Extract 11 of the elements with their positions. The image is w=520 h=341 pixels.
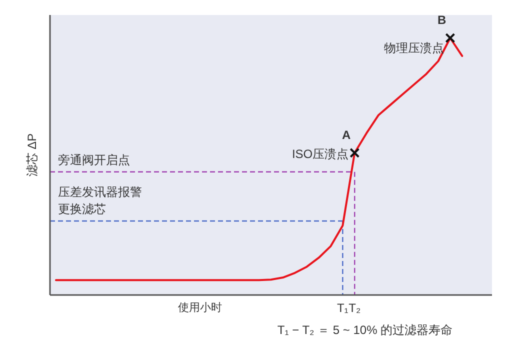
- x-tick-label: T₂: [348, 301, 361, 315]
- annotation: ISO压溃点: [292, 146, 349, 161]
- ref-line-label: 旁通阀开启点: [58, 152, 130, 167]
- x-tick-label: T₁: [336, 301, 348, 315]
- annotation: B: [438, 13, 447, 27]
- y-axis-title: 滤芯 ΔP: [25, 133, 39, 177]
- annotation: 物理压溃点: [384, 41, 444, 55]
- annotation: A: [342, 128, 351, 142]
- ref-line-label: 压差发讯器报警更换滤芯: [58, 184, 142, 216]
- text: T₁ − T₂ ＝ 5 ~ 10% 的过滤器寿命: [277, 323, 453, 337]
- x-axis-title: 使用小时: [178, 301, 222, 314]
